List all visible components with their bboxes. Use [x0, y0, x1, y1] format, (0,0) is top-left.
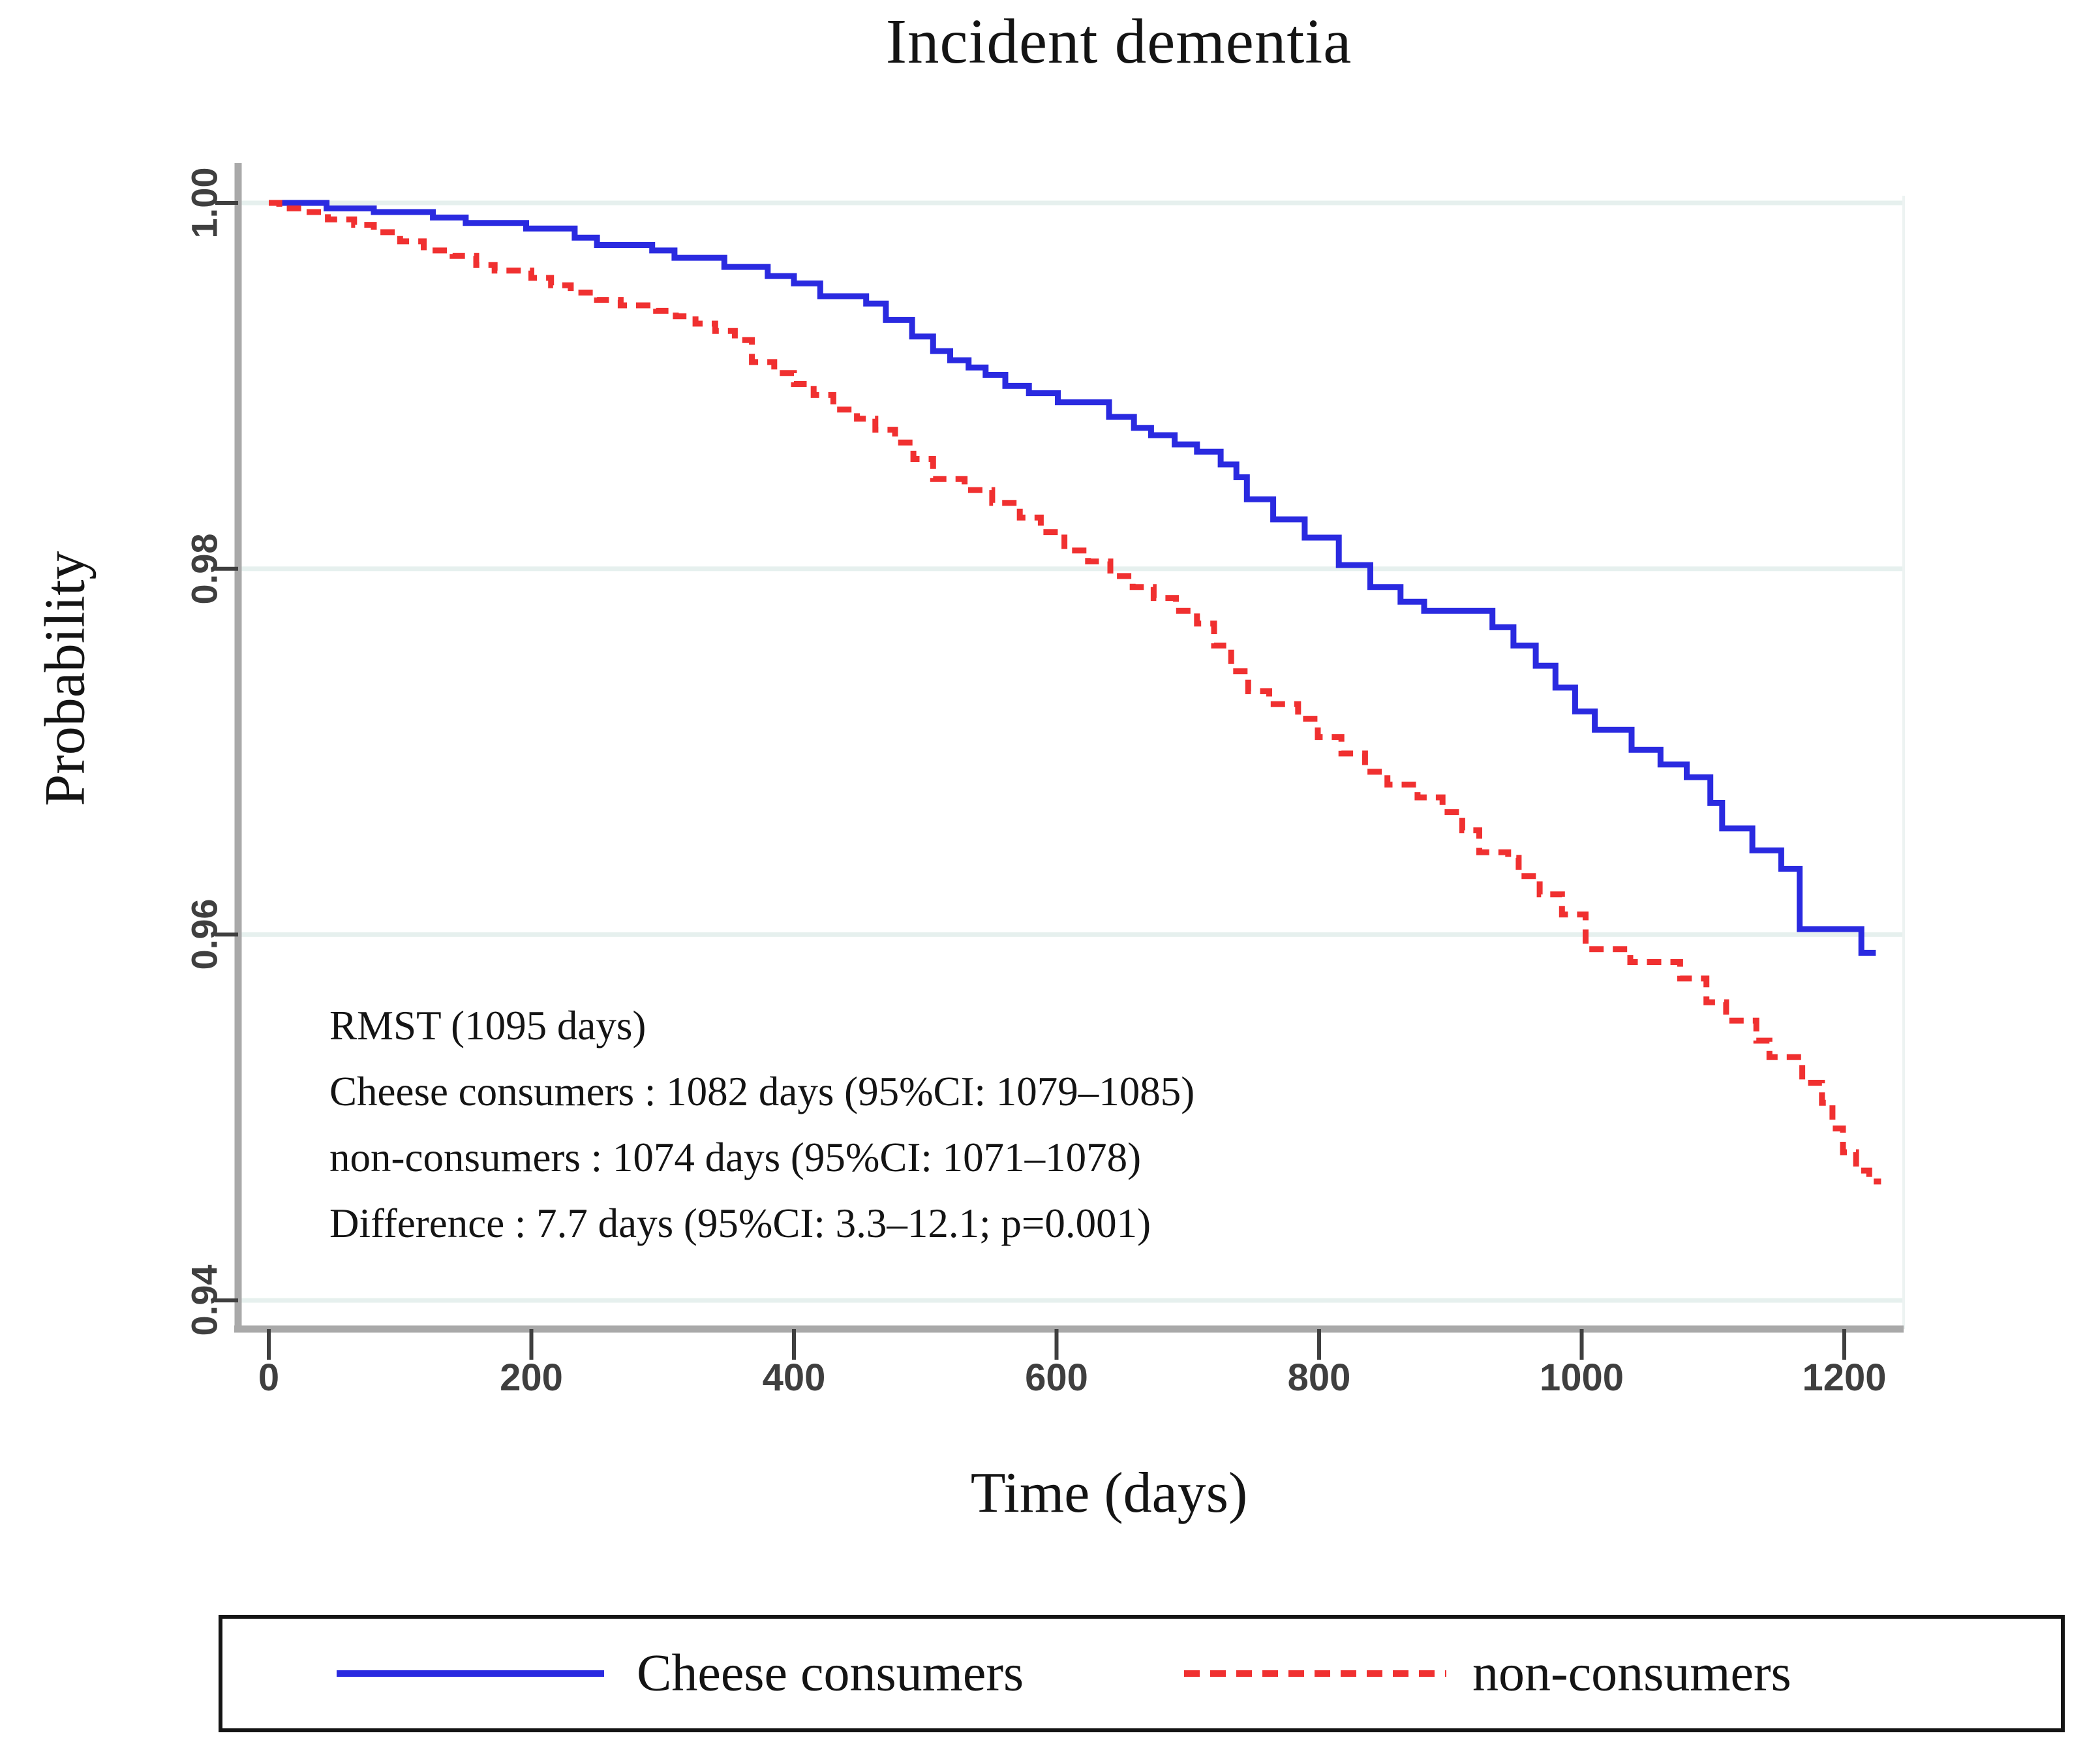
- x-tick-label-800: 800: [1287, 1356, 1351, 1399]
- legend-box: Cheese consumers non-consumers: [219, 1615, 2065, 1732]
- legend-label-consumers: Cheese consumers: [637, 1644, 1024, 1702]
- series-curve-non-consumers: [269, 200, 1881, 1185]
- chart-title: Incident dementia: [885, 7, 1352, 76]
- x-tick-label-600: 600: [1025, 1356, 1088, 1399]
- annotation-line-rmst: RMST (1095 days): [329, 1003, 647, 1048]
- series-curve-cheese-consumers: [269, 200, 1876, 956]
- annotation-line-non-consumers: non-consumers : 1074 days (95%CI: 1071–1…: [329, 1135, 1142, 1180]
- x-tick-label-400: 400: [762, 1356, 826, 1399]
- x-tick-label-0: 0: [258, 1356, 280, 1399]
- rmst-annotation-block: RMST (1095 days) Cheese consumers : 1082…: [329, 993, 1195, 1257]
- legend-dashed-line-sample: [1184, 1670, 1446, 1677]
- x-tick-label-1000: 1000: [1539, 1356, 1624, 1399]
- kaplan-meier-plot: [215, 163, 1905, 1360]
- legend-label-non-consumers: non-consumers: [1472, 1644, 1791, 1702]
- x-tick-label-1200: 1200: [1802, 1356, 1887, 1399]
- y-tick-label-0.96: 0.96: [183, 898, 225, 970]
- annotation-line-difference: Difference : 7.7 days (95%CI: 3.3–12.1; …: [329, 1201, 1151, 1246]
- y-tick-label-1.00: 1.00: [183, 167, 225, 239]
- y-axis-label: Probability: [33, 551, 97, 806]
- y-tick-label-0.98: 0.98: [183, 533, 225, 605]
- annotation-line-consumers: Cheese consumers : 1082 days (95%CI: 107…: [329, 1069, 1195, 1114]
- x-axis-label: Time (days): [970, 1461, 1248, 1525]
- y-tick-label-0.94: 0.94: [183, 1264, 225, 1336]
- legend-solid-line-sample: [337, 1670, 604, 1677]
- x-tick-label-200: 200: [500, 1356, 563, 1399]
